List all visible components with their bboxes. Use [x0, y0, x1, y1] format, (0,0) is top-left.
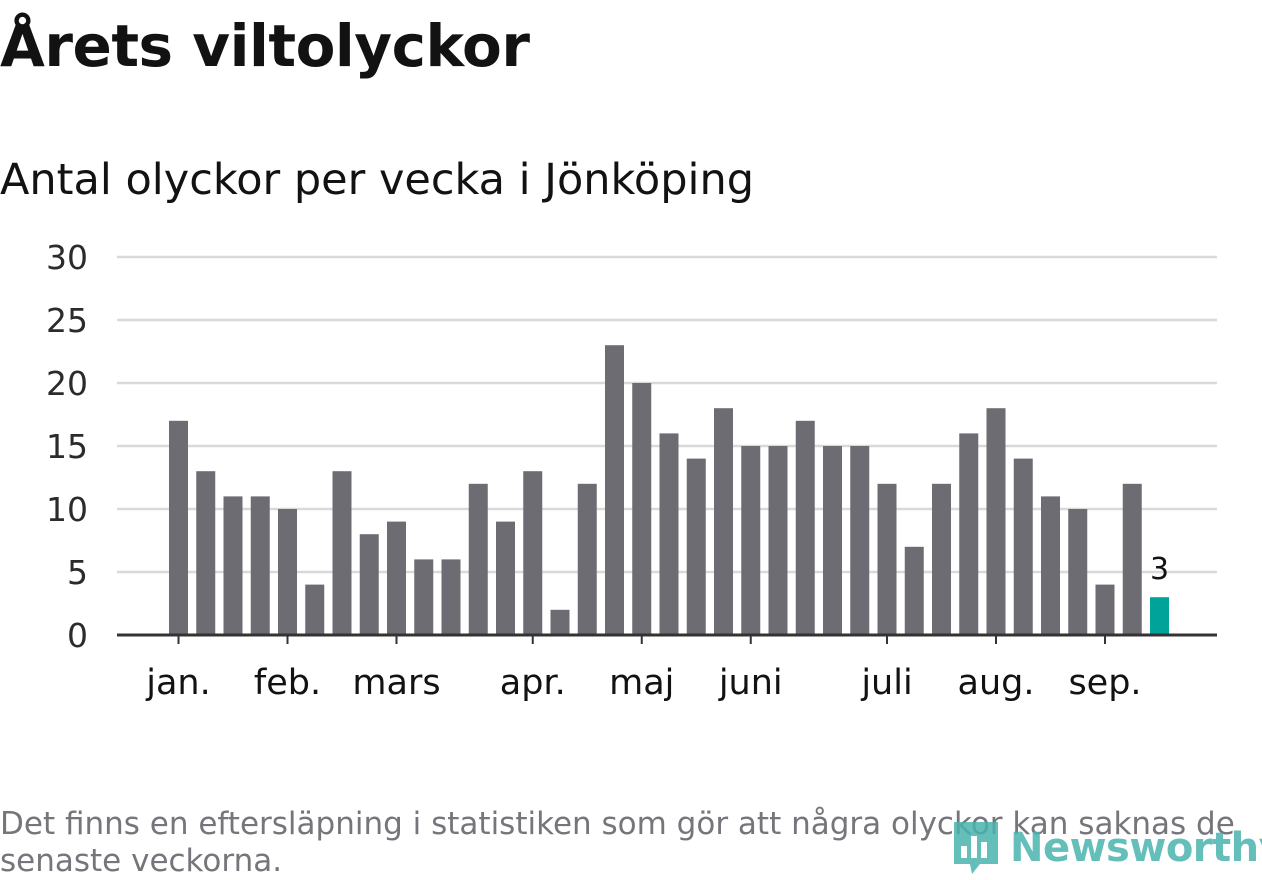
bar	[986, 408, 1006, 635]
bar	[523, 471, 543, 635]
newsworthy-icon	[954, 822, 998, 874]
x-tick-label: jan.	[145, 663, 210, 703]
bar	[468, 483, 488, 635]
bar	[441, 559, 461, 635]
bar	[196, 471, 216, 635]
bar	[305, 584, 325, 635]
y-tick-label: 30	[46, 238, 88, 277]
bar-chart: 0 5 10 15 20 25 30 3 jan. feb. mars apr. maj juni juli…	[46, 238, 1217, 703]
bar	[496, 521, 515, 635]
x-tick-label: mars	[352, 663, 440, 703]
bar	[904, 546, 924, 635]
bar	[823, 446, 842, 635]
bar	[278, 509, 297, 635]
x-tick-label: maj	[609, 663, 674, 703]
bar	[959, 433, 979, 635]
bar	[768, 446, 788, 635]
y-tick-label: 10	[46, 490, 88, 529]
bar	[414, 559, 434, 635]
bar	[1041, 496, 1060, 635]
bar	[714, 408, 733, 635]
y-tick-label: 25	[46, 301, 88, 340]
bar	[795, 420, 815, 635]
bar	[223, 496, 243, 635]
bar	[632, 383, 652, 635]
y-tick-label: 20	[46, 364, 88, 403]
bar	[169, 420, 188, 635]
x-tick-label: juni	[718, 663, 783, 703]
x-tick-label: sep.	[1068, 663, 1141, 703]
bar	[250, 496, 270, 635]
bar	[550, 609, 570, 635]
data-label: 3	[1150, 552, 1169, 587]
bar	[686, 458, 706, 635]
bar-highlight	[1150, 597, 1169, 635]
bar	[850, 446, 870, 635]
y-tick-label: 0	[67, 616, 88, 655]
bar	[359, 534, 379, 635]
bar	[577, 483, 597, 635]
bar	[1122, 483, 1142, 635]
footnote: Det finns en eftersläpning i statistiken…	[0, 806, 1235, 879]
bar	[1013, 458, 1033, 635]
bar	[605, 345, 624, 635]
bar	[877, 483, 897, 635]
bar	[932, 483, 951, 635]
brand-name: Newsworthy	[1010, 825, 1262, 871]
x-tick-label: aug.	[958, 663, 1035, 703]
x-tick-label: apr.	[500, 663, 566, 703]
newsworthy-logo: Newsworthy	[950, 818, 1262, 878]
bar	[332, 471, 352, 635]
chart-subtitle: Antal olyckor per vecka i Jönköping	[0, 155, 754, 205]
y-tick-label: 15	[46, 427, 88, 466]
bar	[659, 433, 679, 635]
x-tick-label: juli	[860, 663, 912, 703]
bar	[1068, 509, 1088, 635]
chart-title: Årets viltolyckor	[0, 12, 530, 80]
bar	[741, 446, 761, 635]
bar	[1095, 584, 1115, 635]
x-tick-label: feb.	[254, 663, 321, 703]
y-tick-label: 5	[67, 553, 88, 592]
bar	[387, 521, 406, 635]
